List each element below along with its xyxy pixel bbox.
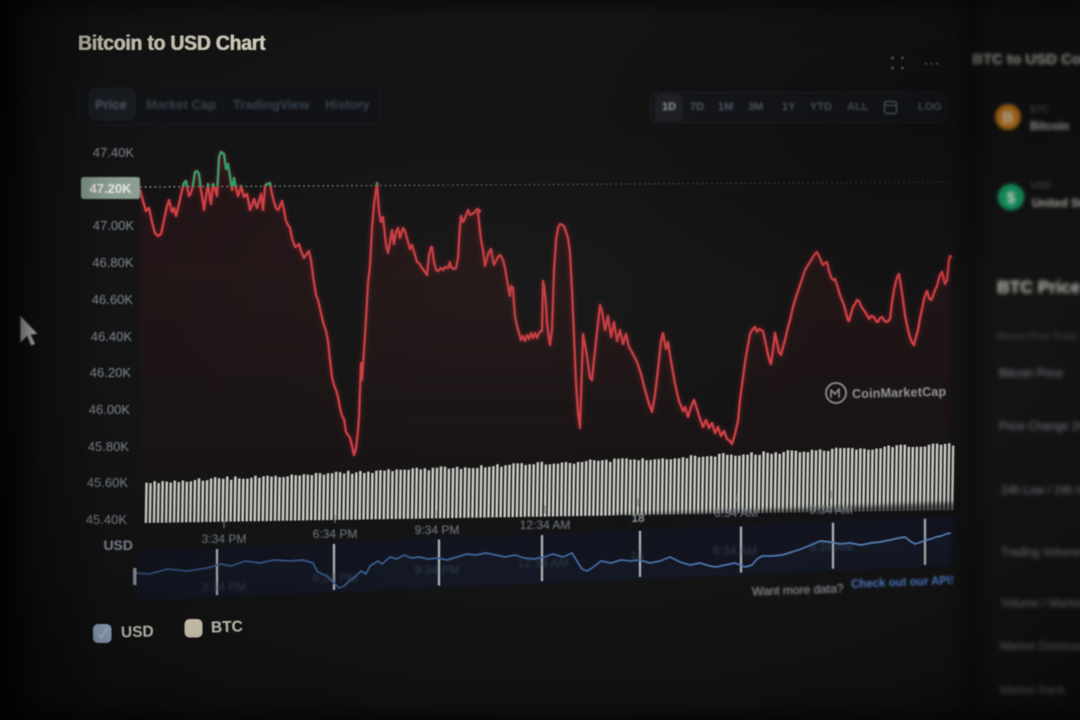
svg-text:$: $: [1007, 190, 1016, 207]
svg-text:B: B: [1002, 110, 1014, 127]
